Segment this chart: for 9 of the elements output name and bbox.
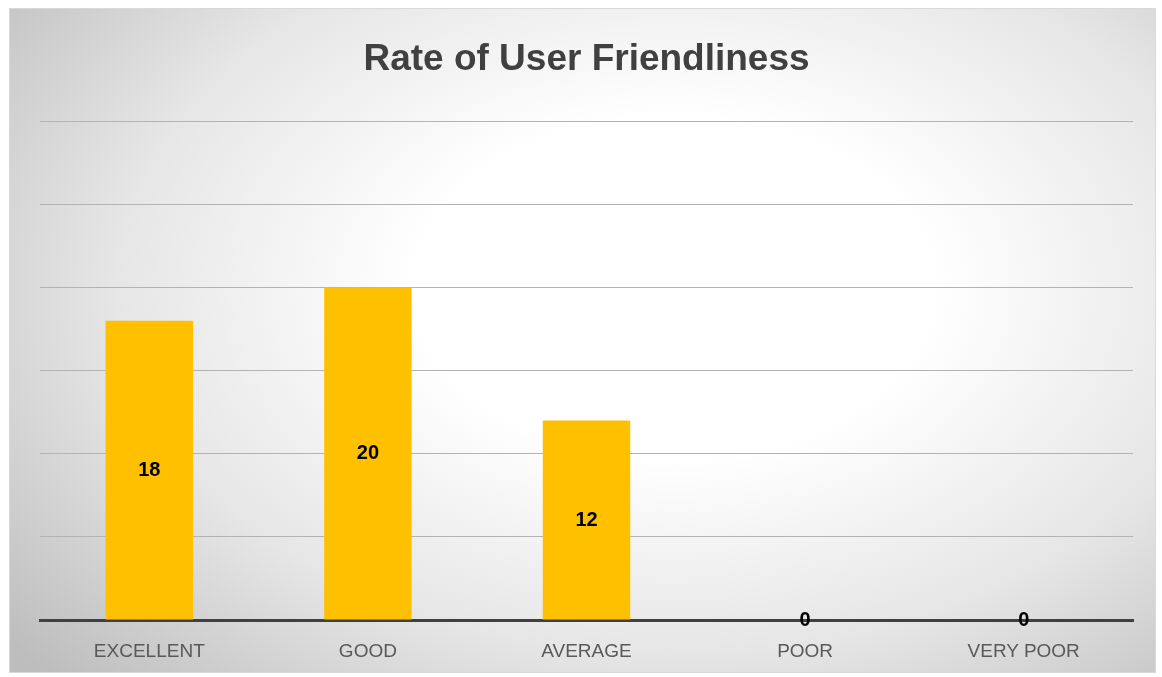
x-tick-label: POOR [777,639,834,661]
x-tick-label: GOOD [338,639,397,661]
x-tick-label: EXCELLENT [93,639,206,661]
data-label: 18 [138,457,161,480]
data-label: 12 [575,507,598,530]
x-tick-label: AVERAGE [541,639,632,661]
x-tick-label: VERY POOR [967,639,1080,661]
data-label: 20 [356,441,380,464]
chart-title: Rate of User Friendliness [363,37,810,79]
